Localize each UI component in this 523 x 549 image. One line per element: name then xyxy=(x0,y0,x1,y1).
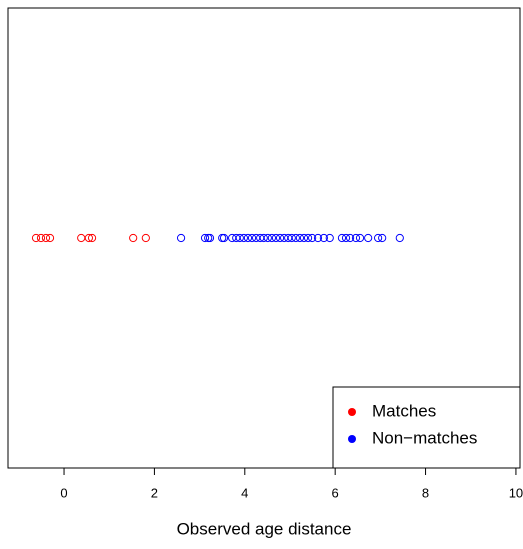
point xyxy=(176,233,186,243)
plot-frame xyxy=(7,7,521,469)
point xyxy=(295,233,305,243)
point xyxy=(84,233,93,243)
point xyxy=(308,233,317,243)
point xyxy=(319,233,328,243)
point xyxy=(200,233,210,243)
legend-marker xyxy=(348,408,356,416)
point xyxy=(325,233,334,243)
point xyxy=(351,233,361,243)
x-tick-label: 4 xyxy=(241,485,248,500)
point xyxy=(395,233,404,243)
point xyxy=(374,233,383,243)
point xyxy=(267,233,277,243)
x-tick-label: 8 xyxy=(422,485,429,500)
point xyxy=(239,233,248,243)
point xyxy=(287,233,296,243)
point xyxy=(41,233,51,243)
legend-marker xyxy=(348,435,356,443)
x-tick-label: 2 xyxy=(151,485,158,500)
point xyxy=(87,233,97,243)
point xyxy=(345,233,355,243)
point xyxy=(36,233,46,243)
point xyxy=(243,233,253,243)
point xyxy=(247,233,257,243)
point xyxy=(129,233,138,243)
point xyxy=(271,233,281,243)
point xyxy=(378,233,387,243)
point xyxy=(205,233,215,243)
point xyxy=(337,233,347,243)
point xyxy=(263,233,272,243)
point xyxy=(141,233,150,243)
x-tick-label: 0 xyxy=(60,485,67,500)
legend-label: Non−matches xyxy=(372,428,477,447)
point xyxy=(219,233,229,243)
point xyxy=(341,233,351,243)
point xyxy=(259,233,268,243)
point xyxy=(299,233,309,243)
point xyxy=(77,233,86,243)
x-tick-label: 6 xyxy=(332,485,339,500)
point xyxy=(45,233,55,243)
x-axis-title: Observed age distance xyxy=(177,519,352,538)
point xyxy=(303,233,313,243)
point xyxy=(31,233,41,243)
point xyxy=(313,233,323,243)
legend-box xyxy=(332,386,521,469)
point xyxy=(364,233,373,243)
x-tick-label: 10 xyxy=(509,485,523,500)
legend-label: Matches xyxy=(372,401,436,420)
point xyxy=(291,233,300,243)
point xyxy=(235,233,244,243)
point xyxy=(355,233,365,243)
point xyxy=(275,233,285,243)
